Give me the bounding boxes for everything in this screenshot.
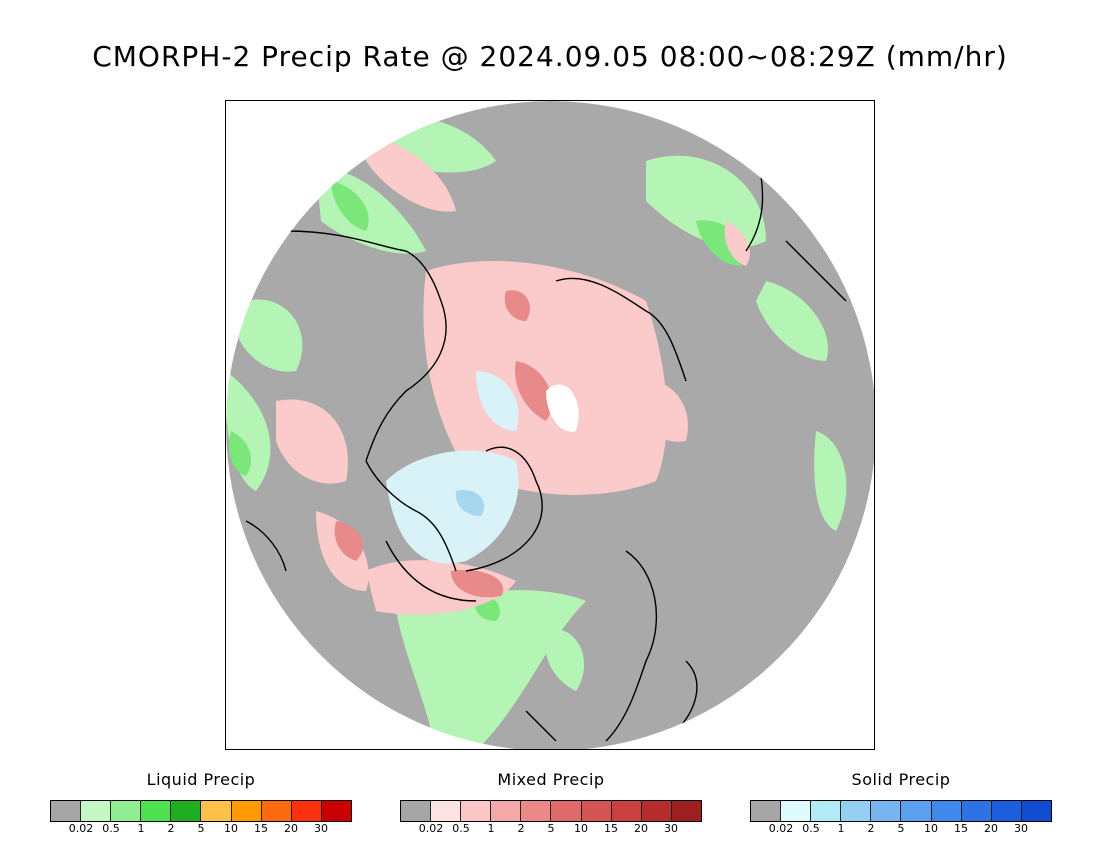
legend-tick-label: 15: [604, 822, 618, 835]
legend-swatch: [991, 801, 1022, 821]
legend-swatch: [321, 801, 351, 821]
legend-tick-label: 30: [664, 822, 678, 835]
legend-tick-label: 15: [254, 822, 268, 835]
legend-swatch: [261, 801, 292, 821]
legend-tick-label: 0.02: [68, 822, 94, 835]
legend-tick-label: 20: [984, 822, 998, 835]
legend-solid-ticks: 0.02 0.5 1 2 5 10 15 20 30: [750, 822, 1052, 838]
legend-swatch: [751, 801, 782, 821]
legend-swatch: [671, 801, 701, 821]
polar-precip-map: [226, 101, 874, 749]
legend-swatch: [841, 801, 872, 821]
legend-swatch: [1021, 801, 1051, 821]
legend-swatch: [171, 801, 202, 821]
legend-mixed-colorbar: [400, 800, 702, 822]
legend-tick-label: 0.02: [418, 822, 444, 835]
legend-tick-label: 0.5: [102, 822, 120, 835]
legend-swatch: [111, 801, 142, 821]
coastlines: [245, 150, 847, 742]
legend-swatch: [81, 801, 112, 821]
legend-swatch: [431, 801, 462, 821]
legend-swatch: [641, 801, 672, 821]
legend-swatch: [781, 801, 812, 821]
legend-mixed: Mixed Precip 0.02 0.5 1 2 5 10 15 20 30: [400, 770, 702, 840]
legend-swatch: [231, 801, 262, 821]
legend-swatch: [931, 801, 962, 821]
legend-tick-label: 1: [487, 822, 495, 835]
legend-liquid: Liquid Precip 0.02 0.5 1 2 5 10 15 20 30: [50, 770, 352, 840]
legend-mixed-title: Mixed Precip: [497, 770, 605, 789]
legend-tick-label: 10: [924, 822, 938, 835]
legend-swatch: [291, 801, 322, 821]
legend-tick-label: 2: [517, 822, 525, 835]
legend-swatch: [201, 801, 232, 821]
legend-liquid-colorbar: [50, 800, 352, 822]
legend-mixed-ticks: 0.02 0.5 1 2 5 10 15 20 30: [400, 822, 702, 838]
legend-tick-label: 0.02: [768, 822, 794, 835]
legend-tick-label: 20: [284, 822, 298, 835]
legend-swatch: [521, 801, 552, 821]
legend-tick-label: 0.5: [452, 822, 470, 835]
legend-tick-label: 1: [837, 822, 845, 835]
legend-tick-label: 0.5: [802, 822, 820, 835]
legend-swatch: [491, 801, 522, 821]
north-pole-snow-patch: [546, 384, 579, 432]
legend-swatch: [611, 801, 642, 821]
legend-tick-label: 30: [1014, 822, 1028, 835]
legend-tick-label: 2: [167, 822, 175, 835]
map-title: CMORPH-2 Precip Rate @ 2024.09.05 08:00~…: [92, 40, 1008, 73]
legend-swatch: [551, 801, 582, 821]
mixed-precip-areas: [276, 131, 750, 615]
map-panel[interactable]: [225, 100, 875, 750]
legend-tick-label: 15: [954, 822, 968, 835]
legend-liquid-ticks: 0.02 0.5 1 2 5 10 15 20 30: [50, 822, 352, 838]
legend-tick-label: 30: [314, 822, 328, 835]
mixed-precip-cores: [334, 290, 552, 598]
legend-swatch: [871, 801, 902, 821]
legend-liquid-title: Liquid Precip: [146, 770, 256, 789]
legend-tick-label: 5: [897, 822, 905, 835]
legend-swatch: [461, 801, 492, 821]
liquid-precip-areas: [226, 116, 847, 749]
legend-swatch: [811, 801, 842, 821]
solid-precip-areas: [386, 371, 519, 564]
legend-solid-title: Solid Precip: [851, 770, 951, 789]
legend-swatch: [581, 801, 612, 821]
legend-tick-label: 1: [137, 822, 145, 835]
legend-swatch: [401, 801, 432, 821]
legend-tick-label: 10: [224, 822, 238, 835]
legend-tick-label: 5: [197, 822, 205, 835]
legend-swatch: [51, 801, 82, 821]
legend-solid: Solid Precip 0.02 0.5 1 2 5 10 15 20 30: [750, 770, 1052, 840]
legend-tick-label: 5: [547, 822, 555, 835]
legend-swatch: [961, 801, 992, 821]
legend-solid-colorbar: [750, 800, 1052, 822]
legend-tick-label: 20: [634, 822, 648, 835]
legend-tick-label: 2: [867, 822, 875, 835]
legend-swatch: [141, 801, 172, 821]
legend-swatch: [901, 801, 932, 821]
legend-tick-label: 10: [574, 822, 588, 835]
